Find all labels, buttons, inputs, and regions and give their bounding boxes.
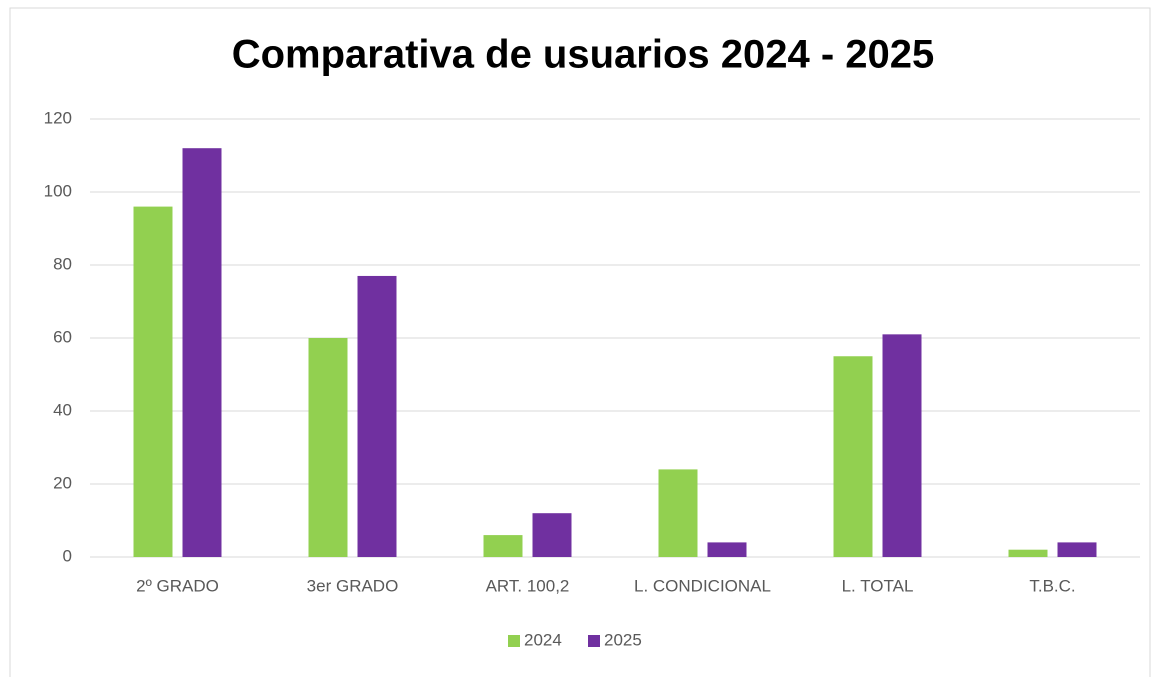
bar (1008, 549, 1048, 557)
x-tick-label: 3er GRADO (307, 576, 399, 595)
y-tick-label: 40 (53, 400, 72, 419)
x-tick-label: 2º GRADO (136, 576, 219, 595)
legend-label: 2024 (524, 630, 562, 649)
bar (308, 338, 348, 557)
bar (833, 356, 873, 557)
y-tick-label: 0 (63, 546, 72, 565)
x-tick-label: ART. 100,2 (486, 576, 570, 595)
legend-label: 2025 (604, 630, 642, 649)
y-tick-label: 120 (44, 108, 72, 127)
x-tick-label: L. CONDICIONAL (634, 576, 771, 595)
legend-swatch (588, 635, 600, 647)
bar (658, 469, 698, 557)
x-tick-label: T.B.C. (1029, 576, 1075, 595)
bar (133, 206, 173, 557)
y-tick-label: 60 (53, 327, 72, 346)
y-tick-label: 80 (53, 254, 72, 273)
bar (532, 513, 572, 557)
x-tick-label: L. TOTAL (842, 576, 914, 595)
legend-swatch (508, 635, 520, 647)
y-tick-label: 20 (53, 473, 72, 492)
bar (483, 535, 523, 557)
bar (1057, 542, 1097, 557)
bar (357, 275, 397, 557)
bar (707, 542, 747, 557)
chart-title: Comparativa de usuarios 2024 - 2025 (232, 33, 935, 77)
bar (882, 334, 922, 557)
bar (182, 148, 222, 557)
y-tick-label: 100 (44, 181, 72, 200)
